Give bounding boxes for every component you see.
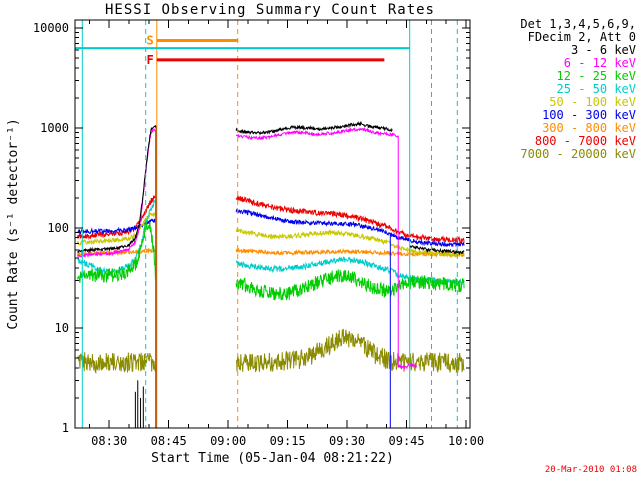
legend-entry: 800 - 7000 keV [534, 134, 636, 148]
y-tick-label: 1000 [40, 121, 69, 135]
timestamp: 20-Mar-2010 01:08 [544, 465, 637, 475]
series-line [235, 195, 392, 230]
series-line [235, 247, 392, 256]
axes-frame [74, 19, 471, 429]
legend-entry: 100 - 300 keV [542, 108, 636, 122]
flag-label-F: F [147, 53, 154, 67]
legend: Det 1,3,4,5,6,9, FDecim 2, Att 0 3 - 6 k… [520, 18, 636, 161]
legend-entry: 12 - 25 keV [556, 69, 636, 83]
legend-entry: 3 - 6 keV [570, 43, 636, 57]
series-line [235, 328, 392, 373]
y-tick-label: 1 [62, 421, 69, 435]
x-tick-label: 08:30 [91, 434, 127, 448]
series-line [77, 194, 157, 240]
legend-entry: 25 - 50 keV [556, 82, 636, 96]
y-tick-label: 100 [47, 221, 69, 235]
y-tick-label: 10000 [33, 21, 69, 35]
x-tick-label: 09:30 [329, 434, 365, 448]
series-line [390, 232, 465, 248]
series-line [390, 275, 465, 297]
series-line [77, 124, 157, 254]
series-line [235, 227, 394, 247]
flag-label-S: S [147, 33, 154, 47]
x-tick-label: 10:00 [448, 434, 484, 448]
legend-detector-line: Det 1,3,4,5,6,9, [520, 17, 636, 31]
series-line [77, 247, 157, 257]
series-line [77, 211, 157, 246]
series-line [235, 256, 394, 275]
series-line [398, 362, 417, 371]
x-tick-label: 08:45 [151, 434, 187, 448]
legend-config-line: FDecim 2, Att 0 [527, 30, 636, 44]
x-axis-label: Start Time (05-Jan-04 08:21:22) [151, 451, 394, 466]
legend-entry: 50 - 100 keV [549, 95, 636, 109]
x-tick-label: 09:15 [270, 434, 306, 448]
y-tick-label: 10 [55, 321, 69, 335]
series-line [235, 268, 392, 301]
series-line [235, 207, 392, 236]
series-line [235, 120, 393, 135]
x-tick-label: 09:45 [389, 434, 425, 448]
series-line [409, 245, 465, 256]
series-line [77, 352, 157, 375]
series-line [390, 351, 465, 373]
legend-entry: 300 - 800 keV [542, 121, 636, 135]
series-line [390, 227, 465, 244]
x-tick-label: 09:00 [210, 434, 246, 448]
series-line [235, 126, 399, 141]
chart-title: HESSI Observing Summary Count Rates [104, 2, 435, 18]
series-line [77, 221, 157, 291]
legend-entry: 6 - 12 keV [563, 56, 636, 70]
legend-entry: 7000 - 20000 keV [520, 147, 636, 161]
